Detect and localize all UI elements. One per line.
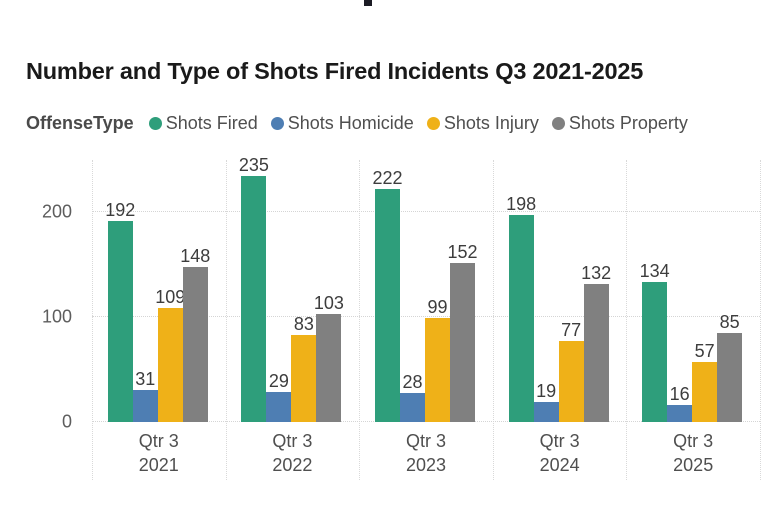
bar[interactable]: 222 bbox=[372, 169, 403, 422]
group-separator bbox=[359, 160, 361, 480]
x-axis-category-label: Qtr 3 2025 bbox=[623, 430, 763, 478]
bar[interactable]: 109 bbox=[155, 288, 185, 422]
x-axis-label-line2: 2024 bbox=[539, 454, 580, 475]
legend-item[interactable]: Shots Property bbox=[551, 112, 688, 134]
bar-value-label: 235 bbox=[238, 154, 269, 175]
legend-item-label: Shots Injury bbox=[443, 112, 539, 133]
bar[interactable]: 235 bbox=[239, 156, 269, 422]
bar-value-label: 192 bbox=[105, 199, 136, 220]
circle-swatch-icon bbox=[426, 116, 440, 130]
bar[interactable]: 99 bbox=[425, 298, 450, 422]
legend-item-label: Shots Fired bbox=[165, 112, 258, 133]
bar-value-label: 16 bbox=[669, 384, 690, 405]
bar[interactable]: 103 bbox=[314, 294, 344, 422]
x-axis-label-line2: 2021 bbox=[138, 454, 179, 475]
bar-value-label: 29 bbox=[268, 370, 289, 391]
bar-value-label: 198 bbox=[506, 193, 537, 214]
bar[interactable]: 28 bbox=[400, 373, 425, 422]
x-axis-category-label: Qtr 3 2022 bbox=[222, 430, 362, 478]
bar-value-label: 109 bbox=[155, 286, 186, 307]
bar-group: 134 16 57 85 bbox=[640, 160, 743, 422]
legend-item-label: Shots Property bbox=[568, 112, 688, 133]
bar[interactable]: 192 bbox=[105, 201, 135, 422]
bar[interactable]: 29 bbox=[266, 372, 292, 422]
x-axis-label-line1: Qtr 3 bbox=[138, 431, 179, 451]
bar-value-label: 31 bbox=[135, 368, 156, 389]
bar[interactable]: 132 bbox=[581, 264, 611, 422]
legend-item[interactable]: Shots Homicide bbox=[270, 112, 414, 134]
y-axis-labels: 0 100 200 bbox=[12, 160, 82, 432]
bar[interactable]: 19 bbox=[533, 382, 559, 422]
bar-group: 235 29 83 103 bbox=[239, 156, 344, 422]
x-axis-label-line1: Qtr 3 bbox=[272, 431, 313, 451]
legend-item[interactable]: Shots Injury bbox=[426, 112, 539, 134]
group-separator bbox=[626, 160, 628, 480]
bar[interactable]: 152 bbox=[447, 243, 478, 422]
bar-value-label: 83 bbox=[293, 314, 314, 335]
group-separator bbox=[92, 160, 93, 480]
x-axis-label-line2: 2023 bbox=[405, 454, 447, 475]
bar-value-label: 77 bbox=[561, 320, 582, 341]
y-axis-tick-label: 100 bbox=[41, 306, 72, 327]
bar[interactable]: 198 bbox=[506, 195, 536, 422]
bar-value-label: 152 bbox=[447, 241, 478, 262]
bar-value-label: 222 bbox=[372, 168, 403, 189]
x-axis-label-line1: Qtr 3 bbox=[539, 431, 580, 451]
bar[interactable]: 83 bbox=[291, 315, 317, 422]
x-axis-label-line1: Qtr 3 bbox=[673, 431, 714, 451]
plot-area: 192 31 109 148 235 29 83 103 222 28 99 152 198 19 77 13… bbox=[92, 156, 760, 422]
bar-value-label: 134 bbox=[639, 260, 670, 281]
circle-swatch-icon bbox=[148, 116, 162, 130]
legend-title: OffenseType bbox=[26, 112, 134, 133]
bar-value-label: 19 bbox=[536, 381, 557, 402]
bar[interactable]: 31 bbox=[132, 370, 158, 422]
bar[interactable]: 16 bbox=[667, 385, 693, 422]
circle-swatch-icon bbox=[270, 116, 284, 130]
bar-value-label: 85 bbox=[719, 311, 740, 332]
gridline bbox=[92, 211, 760, 213]
legend-item[interactable]: Shots Fired bbox=[148, 112, 258, 134]
cropped-text-artifact bbox=[364, 0, 372, 6]
group-separator bbox=[760, 160, 761, 480]
bar-group: 222 28 99 152 bbox=[372, 160, 478, 422]
bar[interactable]: 148 bbox=[180, 247, 210, 422]
chart-legend: OffenseType Shots Fired Shots Homicide Sho… bbox=[26, 112, 701, 134]
bar-value-label: 57 bbox=[694, 341, 715, 362]
chart-title: Number and Type of Shots Fired Incidents… bbox=[26, 58, 644, 84]
circle-swatch-icon bbox=[551, 116, 565, 130]
bar-value-label: 103 bbox=[313, 293, 344, 314]
x-axis-category-label: Qtr 3 2023 bbox=[356, 430, 496, 478]
bar-group: 192 31 109 148 bbox=[105, 160, 210, 422]
bar-value-label: 132 bbox=[581, 262, 612, 283]
gridline bbox=[92, 316, 760, 318]
x-axis-category-label: Qtr 3 2024 bbox=[490, 430, 630, 478]
bar[interactable]: 85 bbox=[717, 313, 743, 422]
x-axis-label-line1: Qtr 3 bbox=[405, 431, 446, 451]
group-separator bbox=[492, 160, 494, 480]
y-axis-tick-label: 200 bbox=[41, 201, 72, 222]
bar[interactable]: 134 bbox=[640, 262, 670, 422]
bar[interactable]: 77 bbox=[558, 321, 584, 422]
bar-value-label: 99 bbox=[427, 297, 448, 318]
y-axis-tick-label: 0 bbox=[61, 411, 72, 432]
legend-item-label: Shots Homicide bbox=[287, 112, 414, 133]
bar[interactable]: 57 bbox=[692, 342, 718, 422]
bar-group: 198 19 77 132 bbox=[506, 160, 611, 422]
x-axis-label-line2: 2022 bbox=[272, 454, 313, 475]
bar-value-label: 148 bbox=[180, 245, 211, 266]
x-axis-label-line2: 2025 bbox=[673, 454, 714, 475]
x-axis-category-label: Qtr 3 2021 bbox=[89, 430, 229, 478]
group-separator bbox=[225, 160, 227, 480]
bar-value-label: 28 bbox=[402, 371, 423, 392]
legend-items: Shots Fired Shots Homicide Shots Injury Sho… bbox=[148, 112, 701, 134]
